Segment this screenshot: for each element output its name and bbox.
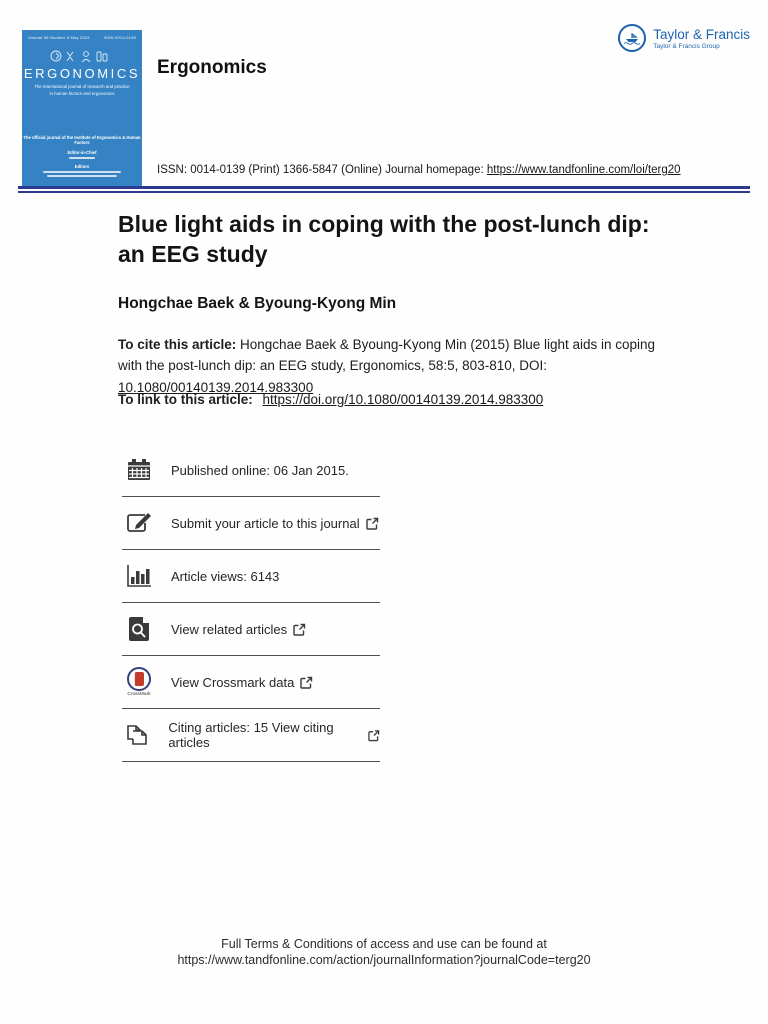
submit-icon xyxy=(122,510,156,536)
divider xyxy=(122,602,380,603)
external-link-icon xyxy=(300,676,313,689)
view-related-text: View related articles xyxy=(171,621,288,637)
article-title: Blue light aids in coping with the post-… xyxy=(118,211,650,268)
related-articles-icon xyxy=(122,616,156,642)
journal-heading: Ergonomics xyxy=(157,57,267,78)
divider xyxy=(122,761,380,762)
crossmark-icon: CrossMark xyxy=(122,667,156,697)
cover-tagline-1: The international journal of research an… xyxy=(34,84,130,89)
calendar-icon xyxy=(122,457,156,483)
cite-text: Hongchae Baek & Byoung-Kyong Min (2015) … xyxy=(118,337,656,374)
published-online-row: Published online: 06 Jan 2015. xyxy=(122,444,380,496)
citing-articles-text: Citing articles: 15 View citing articles xyxy=(168,720,334,750)
doi-link[interactable]: 10.1080/00140139.2014.983300 xyxy=(118,379,314,395)
cover-official-line: The official journal of the Institute of… xyxy=(23,135,141,146)
link-label: To link to this article: xyxy=(118,392,257,407)
crossmark-caption: CrossMark xyxy=(127,692,151,697)
cover-tagline-2: in human factors and ergonomics xyxy=(49,90,115,96)
external-link-icon xyxy=(365,517,378,530)
cover-editor-name-bar xyxy=(69,157,95,160)
terms-url[interactable]: https://www.tandfonline.com/action/journ… xyxy=(177,953,591,968)
doi-url-link[interactable]: https://doi.org/10.1080/00140139.2014.98… xyxy=(262,392,544,407)
article-views-text: Article views: 6143 xyxy=(171,568,280,584)
taylor-francis-ship-icon xyxy=(618,24,647,52)
article-authors: Hongchae Baek & Byoung-Kyong Min xyxy=(118,295,397,312)
citation-paragraph: To cite this article: Hongchae Baek & By… xyxy=(118,334,673,398)
cover-editors-label: Editors xyxy=(74,164,90,170)
article-views-row: Article views: 6143 xyxy=(122,550,380,602)
cover-pictograms-icon xyxy=(22,49,142,64)
divider xyxy=(122,655,380,656)
view-crossmark-text: View Crossmark data xyxy=(171,674,295,690)
journal-homepage-link[interactable]: https://www.tandfonline.com/loi/terg20 xyxy=(486,164,681,176)
cover-editors-names-bar xyxy=(47,175,117,178)
submit-article-link[interactable]: Submit your article to this journal xyxy=(122,497,380,549)
action-list: Published online: 06 Jan 2015. Submit yo… xyxy=(122,444,380,762)
cover-editor-label: Editor-in-Chief xyxy=(67,150,97,156)
cover-issue-line: Volume 58 Number 5 May 2015 xyxy=(28,35,90,40)
divider xyxy=(122,549,380,550)
submit-article-text: Submit your article to this journal xyxy=(171,515,360,531)
citing-articles-icon xyxy=(122,722,153,748)
view-crossmark-link[interactable]: CrossMark View Crossmark data xyxy=(122,656,380,708)
article-link-line: To link to this article: https://doi.org… xyxy=(118,392,543,407)
divider xyxy=(122,708,380,709)
journal-cover-thumbnail: Volume 58 Number 5 May 2015 ISSN 0014-01… xyxy=(22,30,142,186)
cover-masthead: ERGONOMICS xyxy=(23,66,141,81)
bar-chart-icon xyxy=(122,563,156,589)
header-divider xyxy=(18,186,750,193)
cite-label: To cite this article: xyxy=(118,337,241,352)
cover-issn: ISSN 0014-0139 xyxy=(103,35,136,40)
view-related-link[interactable]: View related articles xyxy=(122,603,380,655)
divider xyxy=(122,496,380,497)
published-online-text: Published online: 06 Jan 2015. xyxy=(171,462,349,478)
terms-line: Full Terms & Conditions of access and us… xyxy=(221,937,547,951)
terms-footer: Full Terms & Conditions of access and us… xyxy=(0,936,768,969)
cover-editors-names-bar xyxy=(43,171,121,174)
external-link-icon xyxy=(368,729,380,741)
publisher-logo: Taylor & Francis Taylor & Francis Group xyxy=(618,24,750,52)
publisher-group: Taylor & Francis Group xyxy=(653,42,720,50)
citing-articles-link[interactable]: Citing articles: 15 View citing articles xyxy=(122,709,380,761)
publisher-name: Taylor & Francis xyxy=(653,26,750,42)
external-link-icon xyxy=(293,623,306,636)
issn-text: ISSN: 0014-0139 (Print) 1366-5847 (Onlin… xyxy=(157,164,487,176)
